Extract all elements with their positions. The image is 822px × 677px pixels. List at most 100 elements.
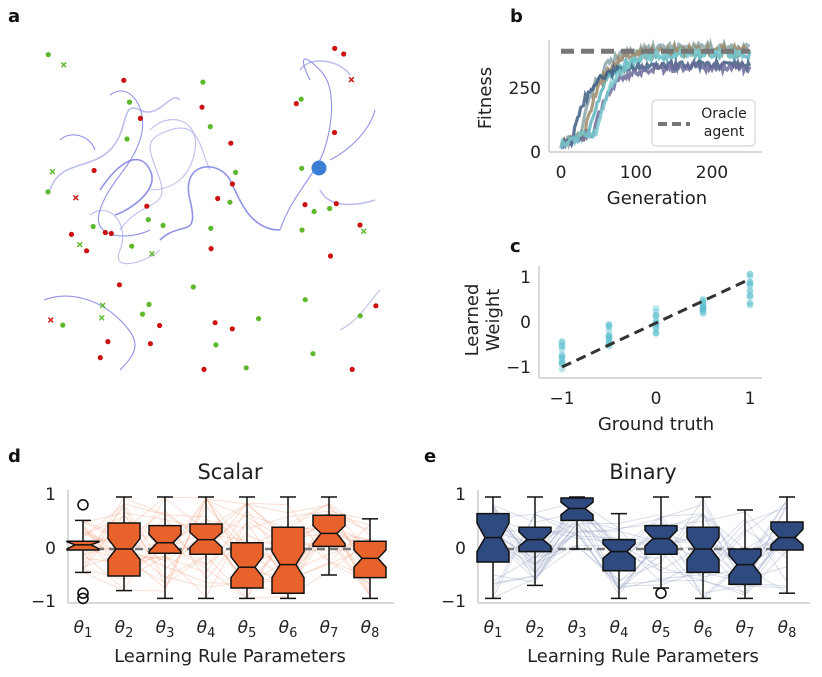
- c-point: [652, 325, 660, 333]
- e-boxes-group: [476, 496, 804, 600]
- panel-label-c: c: [510, 236, 521, 257]
- e-xtick-theta2: θ2: [526, 618, 545, 641]
- b-ytick-250: 250: [509, 79, 541, 99]
- e-box-8: [770, 521, 804, 551]
- poison-item: [137, 115, 143, 121]
- food-item: [256, 316, 262, 322]
- c-point: [605, 332, 613, 340]
- poison-item: [215, 195, 221, 202]
- c-ylabel-line2: Weight: [483, 289, 504, 352]
- c-point: [746, 292, 754, 300]
- c-xtick-0: 0: [651, 389, 662, 409]
- e-xtick-theta1: θ1: [484, 618, 503, 641]
- food-item: [357, 313, 363, 319]
- c-ylabel-line1: Learned: [462, 284, 483, 357]
- c-xlabel: Ground truth: [598, 414, 714, 435]
- d-xtick-theta4: θ4: [197, 618, 216, 641]
- trajectory-path: [119, 127, 211, 231]
- c-point: [746, 282, 754, 290]
- trajectory-path: [49, 97, 181, 191]
- poison-item: [373, 303, 379, 309]
- e-box-7: [728, 548, 762, 586]
- c-point: [746, 278, 754, 286]
- c-point: [558, 351, 566, 359]
- poison-item: [102, 229, 108, 236]
- poison-item: [208, 246, 214, 252]
- b-xtick-0: 0: [556, 163, 567, 183]
- food-item: [129, 243, 135, 249]
- c-point: [652, 328, 660, 336]
- poison-item: [357, 222, 363, 228]
- c-point: [746, 270, 754, 278]
- c-point: [558, 342, 566, 349]
- eaten-item-marker: [98, 314, 105, 321]
- c-point: [746, 299, 754, 307]
- food-item: [227, 199, 233, 205]
- poison-item: [84, 248, 90, 254]
- e-connect-line: [492, 501, 788, 593]
- e-connect-line: [492, 502, 788, 584]
- trajectory-path: [149, 119, 197, 191]
- panel-label-a: a: [8, 6, 20, 27]
- c-ytick-minus1: −1: [506, 358, 531, 378]
- poison-item: [201, 366, 207, 372]
- trajectory-path: [299, 60, 351, 76]
- d-xtick-theta3: θ3: [156, 618, 175, 641]
- b-xlabel: Generation: [607, 188, 707, 209]
- food-item: [299, 165, 305, 171]
- e-box-3: [560, 497, 594, 522]
- c-point: [652, 312, 660, 320]
- d-xlabel: Learning Rule Parameters: [114, 646, 346, 667]
- e-box-6: [686, 526, 720, 574]
- b-series-group: [559, 37, 752, 151]
- trajectory-path: [319, 189, 376, 206]
- e-title: Binary: [609, 460, 676, 484]
- food-item: [299, 227, 305, 233]
- poison-item: [144, 203, 150, 209]
- poison-item: [333, 201, 339, 207]
- d-xticks: θ1 θ2 θ3 θ4 θ5 θ6 θ7 θ8: [74, 618, 380, 641]
- trajectory-path: [59, 134, 96, 151]
- c-point: [605, 334, 613, 342]
- poison-item: [332, 45, 338, 52]
- food-item: [124, 136, 130, 142]
- d-box-1: [66, 540, 100, 551]
- food-item: [302, 297, 308, 303]
- poison-item: [293, 101, 299, 107]
- c-point: [746, 291, 754, 299]
- trajectory-path: [339, 289, 381, 331]
- d-boxes-group: [66, 496, 387, 605]
- c-point: [558, 352, 566, 359]
- c-point: [652, 308, 660, 315]
- c-point: [558, 341, 566, 349]
- c-point: [746, 281, 754, 288]
- d-outlier: [77, 587, 89, 600]
- trajectory-path: [43, 295, 136, 371]
- food-item: [311, 208, 317, 215]
- eaten-item-marker: [99, 302, 106, 309]
- c-ytick-0: 0: [520, 313, 531, 333]
- poison-item: [147, 341, 153, 347]
- c-point: [558, 343, 566, 351]
- c-point: [605, 335, 613, 342]
- eaten-item-marker: [76, 241, 83, 248]
- c-point: [699, 307, 707, 314]
- panel-label-d: d: [8, 446, 21, 467]
- d-xtick-theta8: θ8: [361, 618, 380, 641]
- e-xtick-theta5: θ5: [652, 618, 671, 641]
- d-outlier: [77, 592, 89, 605]
- poison-item: [157, 322, 163, 329]
- trajectory-path: [159, 166, 281, 241]
- eaten-item-marker: [72, 194, 79, 201]
- e-ytick-minus1: −1: [441, 592, 466, 612]
- d-ytick-1: 1: [45, 485, 56, 505]
- c-point: [699, 299, 707, 306]
- c-point: [746, 279, 754, 286]
- food-item: [190, 284, 196, 290]
- poison-item: [108, 230, 114, 237]
- c-point: [746, 299, 754, 307]
- eaten-item-marker: [49, 168, 56, 175]
- e-xtick-theta4: θ4: [610, 618, 629, 641]
- trajectory-path: [279, 58, 333, 231]
- c-point: [605, 327, 613, 335]
